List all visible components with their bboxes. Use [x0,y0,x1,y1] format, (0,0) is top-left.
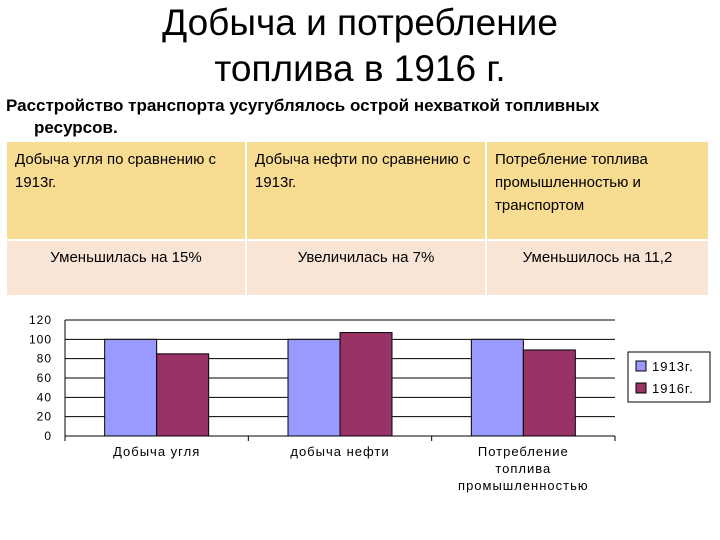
y-tick-label: 60 [37,371,52,385]
subtitle: Расстройство транспорта усугублялось ост… [6,95,718,139]
x-tick-label: Добыча угля [113,444,200,459]
table-header-cell: Добыча угля по сравнению с 1913г. [7,142,247,240]
x-tick-label: добыча нефти [290,444,389,459]
y-tick-label: 80 [37,352,52,366]
table-header-cell: Добыча нефти по сравнению с 1913г. [246,142,487,240]
y-tick-label: 100 [29,332,52,346]
table-header-cell: Потребление топлива промышленностью и тр… [486,142,708,240]
y-tick-label: 120 [29,313,52,327]
table-header-row: Добыча угля по сравнению с 1913г. Добыча… [7,142,708,240]
bar [156,353,210,437]
title-line-2: топлива в 1916 г. [214,48,506,89]
bar-chart: 0 20 40 60 80 100 120 Добыча угля добыча нефти По… [29,313,711,493]
legend-swatch [635,360,647,372]
title-line-1: Добыча и потребление [162,2,558,43]
legend-label: 1913г. [652,359,694,374]
bar [470,338,524,437]
legend-label: 1916г. [652,381,694,396]
bar [522,349,576,437]
x-tick-label: Потребление топлива промышленностью [458,444,589,493]
legend-swatch [635,382,647,394]
y-tick-label: 40 [37,390,52,404]
legend-box [627,351,711,403]
page-title: Добыча и потребление топлива в 1916 г. [60,0,660,92]
bar [104,338,158,437]
info-table: Добыча угля по сравнению с 1913г. Добыча… [7,142,708,295]
subtitle-line-2: ресурсов. [34,118,118,137]
y-tick-label: 0 [44,429,52,443]
bar [339,332,393,437]
bar [287,338,341,437]
table-row: Уменьшилась на 15% Увеличилась на 7% Уме… [7,239,708,295]
table-cell: Уменьшилось на 11,2 [486,239,708,295]
table-cell: Уменьшилась на 15% [7,239,247,295]
y-tick-label: 20 [37,410,52,424]
table-cell: Увеличилась на 7% [246,239,487,295]
subtitle-line-1: Расстройство транспорта усугублялось ост… [6,96,600,115]
